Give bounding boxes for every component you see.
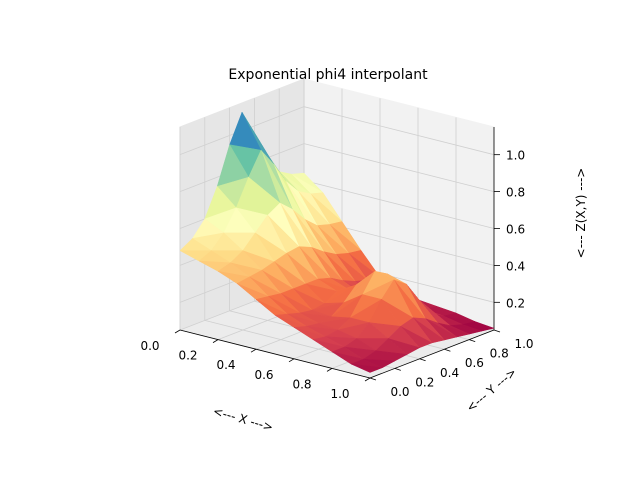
- x-tick-label: 0.2: [178, 349, 197, 363]
- x-tick-label: 0.4: [216, 358, 235, 372]
- z-tick-label: 0.2: [506, 296, 525, 310]
- y-tick-mark-3: [444, 348, 451, 352]
- x-tick-mark-5: [364, 377, 371, 382]
- z-tick-label: 1.0: [506, 149, 525, 163]
- grid-z-back-4: [303, 106, 495, 156]
- surface-mesh: [179, 111, 495, 373]
- z-tick-label: 0.6: [506, 223, 525, 237]
- x-tick-label: 0.8: [292, 377, 311, 391]
- tick-labels: 0.0 0.2 0.4 0.6 0.8 1.0 0.0 0.2 0.4 0.6 0.8 1.0 0.2 0…: [140, 149, 533, 401]
- z-tick-label: 0.4: [506, 259, 525, 273]
- y-tick-label: 0.6: [465, 356, 484, 370]
- x-tick-mark-0: [174, 329, 181, 334]
- y-tick-mark-2: [419, 358, 426, 362]
- x-tick-mark-2: [250, 348, 257, 353]
- x-tick-label: 0.6: [254, 368, 273, 382]
- x-tick-mark-3: [288, 358, 295, 363]
- grid-z-back-3: [303, 143, 495, 192]
- y-tick-mark-0: [369, 377, 377, 381]
- x-axis-line: [179, 329, 371, 379]
- z-axis-label: <--- Z(X,Y) --->: [574, 168, 588, 259]
- surface-facet: [350, 363, 383, 373]
- grid-z-back-2: [303, 180, 495, 229]
- x-tick-label: 0.0: [140, 339, 159, 353]
- y-tick-label: 0.4: [440, 366, 459, 380]
- x-tick-label: 1.0: [330, 387, 349, 401]
- y-tick-mark-4: [469, 339, 476, 342]
- x-tick-mark-4: [326, 368, 333, 372]
- y-tick-label: 1.0: [514, 337, 533, 351]
- y-axis-line: [369, 329, 495, 379]
- z-tick-label: 0.8: [506, 186, 525, 200]
- y-axis-label: <--- Y --->: [464, 365, 520, 415]
- x-tick-mark-1: [212, 339, 219, 343]
- x-axis-label: <--- X --->: [211, 404, 274, 435]
- chart-title: Exponential phi4 interpolant: [228, 67, 428, 83]
- y-tick-label: 0.0: [390, 385, 409, 399]
- y-tick-label: 0.8: [490, 347, 509, 361]
- y-tick-mark-1: [394, 368, 401, 371]
- y-tick-mark-5: [493, 329, 501, 333]
- y-tick-label: 0.2: [415, 375, 434, 389]
